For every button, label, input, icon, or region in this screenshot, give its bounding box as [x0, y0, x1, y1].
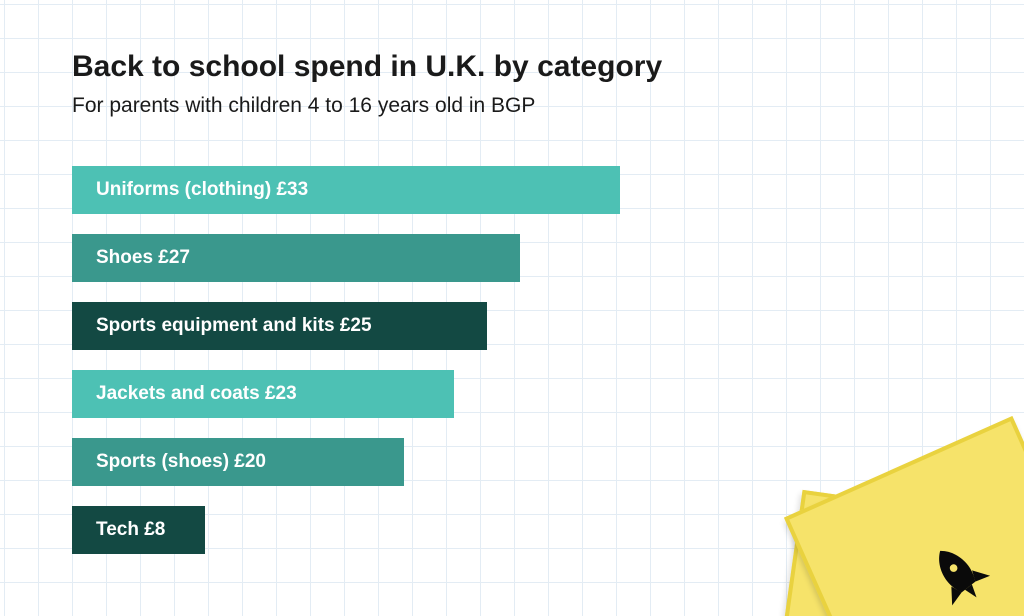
bar-row: Jackets and coats £23	[72, 370, 454, 418]
page-title: Back to school spend in U.K. by category	[72, 50, 952, 84]
bar-row: Sports equipment and kits £25	[72, 302, 487, 350]
bar-row: Uniforms (clothing) £33	[72, 166, 620, 214]
bar-row: Shoes £27	[72, 234, 520, 282]
bar-row: Sports (shoes) £20	[72, 438, 404, 486]
bar-row: Tech £8	[72, 506, 205, 554]
chart-container: Back to school spend in U.K. by category…	[0, 0, 1024, 594]
page-subtitle: For parents with children 4 to 16 years …	[72, 94, 952, 118]
bar-list: Uniforms (clothing) £33 Shoes £27 Sports…	[72, 166, 952, 554]
